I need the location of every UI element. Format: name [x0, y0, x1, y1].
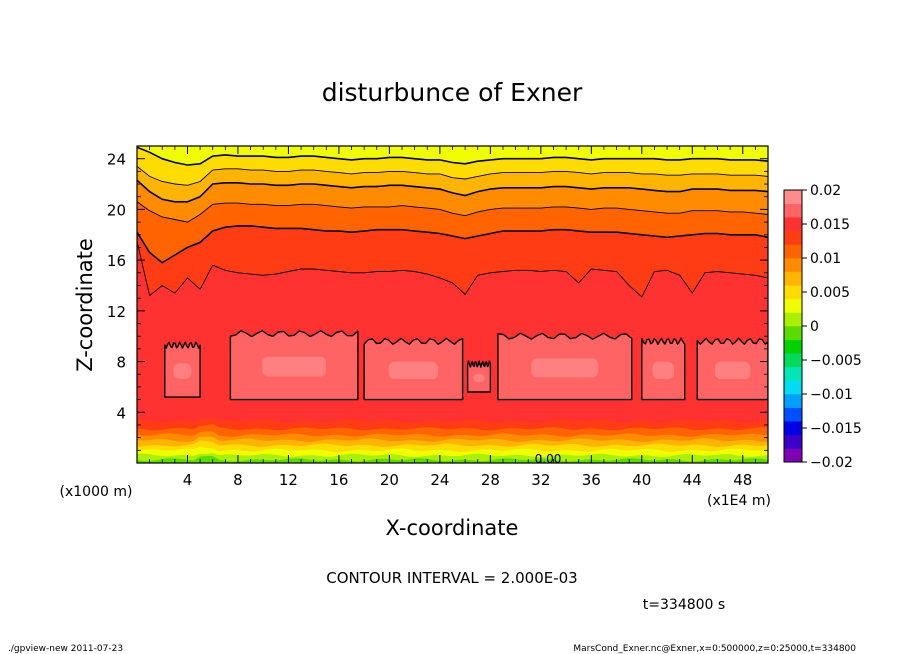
colorbar-label-5: −0.005 [810, 353, 862, 369]
chart-title: disturbunce of Exner [322, 78, 583, 107]
colorbar-label-3: 0.005 [810, 285, 850, 301]
colorbar-swatch-11 [784, 298, 802, 313]
colorbar-swatch-18 [784, 203, 802, 218]
band-upper-top [137, 146, 768, 165]
colorbar-label-7: −0.015 [810, 421, 862, 437]
colorbar-swatch-5 [784, 380, 802, 395]
colorbar-swatch-10 [784, 312, 802, 327]
colorbar-label-4: 0 [810, 319, 819, 335]
contour-upper-0.006 [137, 165, 768, 186]
time-stamp: t=334800 s [643, 597, 725, 613]
colorbar-label-0: 0.02 [810, 183, 841, 199]
x-tick-label-20: 20 [380, 471, 399, 489]
colorbar-swatch-7 [784, 353, 802, 368]
colorbar-swatch-1 [784, 434, 802, 449]
colorbar-swatch-17 [784, 217, 802, 232]
y-tick-label-12: 12 [107, 303, 126, 321]
y-tick-label-20: 20 [107, 201, 126, 219]
colorbar-label-6: −0.01 [810, 387, 853, 403]
cell-core-6 [714, 361, 751, 380]
colorbar-swatch-3 [784, 407, 802, 422]
cell-core-0 [173, 363, 192, 379]
colorbar-frame [783, 189, 803, 463]
colorbar-swatch-19 [784, 190, 802, 204]
y-axis-label: Z-coordinate [73, 238, 97, 372]
footer-right: MarsCond_Exner.nc@Exner,x=0:500000,z=0:2… [573, 644, 856, 654]
x-tick-label-12: 12 [279, 471, 298, 489]
contour-bands [137, 146, 768, 463]
cell-core-4 [531, 358, 599, 378]
cell-core-3 [473, 373, 485, 383]
cell-core-1 [262, 356, 326, 377]
colorbar: 0.02 0.015 0.01 0.005 0 −0.005 −0.01 −0.015 −0.0… [784, 183, 862, 471]
colorbar-swatch-2 [784, 421, 802, 436]
x-tick-label-28: 28 [481, 471, 500, 489]
contour-interval-note: CONTOUR INTERVAL = 2.000E-03 [326, 569, 577, 587]
colorbar-swatch-16 [784, 230, 802, 245]
cell-core-2 [388, 361, 438, 380]
x-tick-label-4: 4 [183, 471, 193, 489]
colorbar-swatch-12 [784, 285, 802, 300]
colorbar-swatch-0 [784, 448, 802, 463]
x-tick-label-16: 16 [329, 471, 348, 489]
x-tick-label-40: 40 [632, 471, 651, 489]
colorbar-swatch-13 [784, 271, 802, 286]
y-tick-label-24: 24 [107, 151, 126, 169]
contour-field [137, 146, 768, 463]
colorbar-swatch-8 [784, 339, 802, 354]
x-tick-label-44: 44 [683, 471, 702, 489]
x-tick-label-8: 8 [233, 471, 243, 489]
band-lower-neg [137, 455, 768, 463]
x-tick-label-48: 48 [733, 471, 752, 489]
colorbar-label-1: 0.015 [810, 217, 850, 233]
x-axis-unit: (x1E4 m) [707, 493, 771, 509]
colorbar-swatch-15 [784, 244, 802, 259]
footer-left: ./gpview-new 2011-07-23 [8, 644, 123, 654]
contour-upper-0.008 [137, 179, 768, 203]
contour-upper-0.014 [137, 240, 768, 298]
colorbar-label-2: 0.01 [810, 251, 841, 267]
contour-upper-0.004 [137, 146, 768, 166]
contour-upper-0.012 [137, 225, 768, 264]
cell-core-5 [652, 361, 674, 380]
y-tick-label-4: 4 [116, 404, 126, 422]
y-tick-label-16: 16 [107, 252, 126, 270]
x-axis-label: X-coordinate [386, 516, 519, 540]
colorbar-swatch-9 [784, 326, 802, 340]
contour-lines [137, 146, 768, 298]
colorbar-swatch-14 [784, 258, 802, 272]
x-tick-label-32: 32 [531, 471, 550, 489]
y-tick-label-8: 8 [116, 354, 126, 372]
contour-upper-0.01 [137, 201, 768, 223]
colorbar-swatch-6 [784, 366, 802, 381]
colorbar-swatch-4 [784, 394, 802, 408]
x-tick-label-24: 24 [430, 471, 449, 489]
y-axis-unit: (x1000 m) [60, 484, 133, 500]
contour-zero-label: 0.00 [535, 452, 562, 466]
x-tick-label-36: 36 [582, 471, 601, 489]
colorbar-label-8: −0.02 [810, 455, 853, 471]
